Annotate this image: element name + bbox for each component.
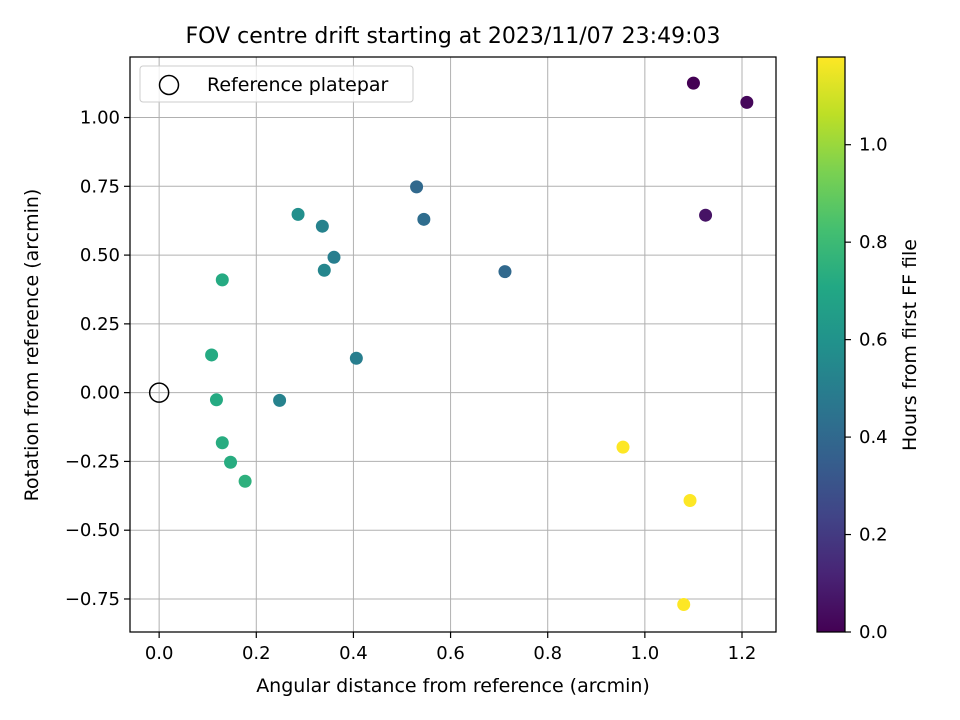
x-tick-label: 1.2	[728, 643, 757, 664]
x-axis-label: Angular distance from reference (arcmin)	[256, 675, 650, 697]
colorbar-tick-label: 1.0	[859, 135, 888, 156]
reference-point	[148, 382, 170, 403]
data-point	[291, 207, 305, 221]
x-tick-label: 1.0	[631, 643, 660, 664]
y-tick-label: −0.50	[65, 520, 120, 541]
x-tick-label: 0.8	[533, 643, 562, 664]
colorbar-tick-label: 0.0	[859, 622, 888, 643]
y-tick-label: 0.00	[80, 383, 120, 404]
data-point	[317, 263, 331, 277]
y-tick-label: 0.25	[80, 314, 120, 335]
data-point	[209, 393, 223, 407]
data-points	[148, 76, 754, 611]
data-point	[349, 351, 363, 365]
x-tick-label: 0.4	[339, 643, 368, 664]
x-axis-ticks: 0.0 0.2 0.4 0.6 0.8 1.0 1.2	[145, 632, 756, 664]
colorbar-ticks: 0.0 0.2 0.4 0.6 0.8 1.0	[845, 135, 888, 643]
plot-frame	[129, 56, 777, 633]
colorbar-gradient	[816, 56, 846, 633]
data-point	[410, 180, 424, 194]
data-point	[699, 208, 713, 222]
data-point	[238, 474, 252, 488]
y-tick-label: 0.75	[80, 176, 120, 197]
y-tick-label: 0.50	[80, 245, 120, 266]
legend: Reference platepar	[139, 65, 414, 103]
y-axis-ticks: −0.75 −0.50 −0.25 0.00 0.25 0.50 0.75 1.00	[65, 108, 130, 610]
x-tick-label: 0.2	[242, 643, 271, 664]
data-point	[327, 250, 341, 264]
colorbar: 0.0 0.2 0.4 0.6 0.8 1.0 Hours from first FF f…	[816, 56, 921, 643]
colorbar-tick-label: 0.8	[859, 232, 888, 253]
colorbar-tick-label: 0.6	[859, 330, 888, 351]
y-tick-label: −0.75	[65, 589, 120, 610]
y-tick-label: 1.00	[80, 108, 120, 129]
data-point	[683, 493, 697, 507]
x-tick-label: 0.0	[145, 643, 174, 664]
data-point	[315, 219, 329, 233]
data-point	[616, 440, 630, 454]
colorbar-tick-label: 0.4	[859, 427, 888, 448]
legend-box	[139, 65, 414, 103]
y-axis-label: Rotation from reference (arcmin)	[21, 189, 43, 502]
y-tick-label: −0.25	[65, 451, 120, 472]
data-point	[498, 265, 512, 279]
data-point	[215, 273, 229, 287]
data-point	[273, 393, 287, 407]
chart-title: FOV centre drift starting at 2023/11/07 …	[186, 24, 721, 49]
legend-label-reference: Reference platepar	[207, 74, 389, 96]
legend-marker-reference	[158, 74, 180, 96]
grid-lines	[130, 57, 776, 632]
data-point	[215, 436, 229, 450]
data-point	[677, 597, 691, 611]
data-point	[686, 76, 700, 90]
data-point	[205, 348, 219, 362]
colorbar-label: Hours from first FF file	[899, 239, 921, 451]
data-point	[224, 455, 238, 469]
data-point	[740, 95, 754, 109]
data-point	[417, 212, 431, 226]
colorbar-tick-label: 0.2	[859, 525, 888, 546]
x-tick-label: 0.6	[436, 643, 465, 664]
